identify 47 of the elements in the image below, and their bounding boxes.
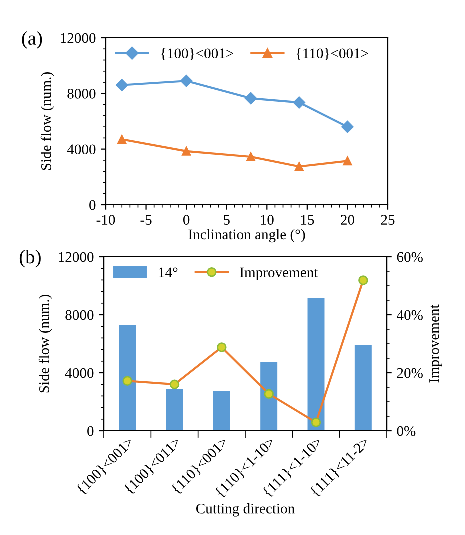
point xyxy=(118,135,127,144)
y-tick-label: 8000 xyxy=(68,89,96,99)
point xyxy=(244,92,258,105)
chart-title: (a) xyxy=(22,31,42,49)
y-tick-label: 0 xyxy=(88,426,94,436)
y-axis-title: Side flow (num.) xyxy=(40,72,54,170)
y-tick-label: 12000 xyxy=(61,33,96,44)
x-tick-label: -5 xyxy=(140,215,152,225)
point xyxy=(116,79,128,92)
x-tick-label: -10 xyxy=(96,215,116,225)
x-tick-label: 20 xyxy=(341,215,354,225)
x-tick-label: 10 xyxy=(261,215,274,225)
y-tick-label: 4000 xyxy=(65,368,94,378)
y2-tick-label: 20% xyxy=(397,368,423,378)
x-axis-title: Inclination angle (°) xyxy=(188,229,306,243)
point xyxy=(180,75,193,88)
x-axis-title: Cutting direction xyxy=(196,504,295,517)
y2-tick-label: 60% xyxy=(397,252,423,262)
x-tick-label: 25 xyxy=(381,215,395,225)
bar xyxy=(354,345,372,431)
point xyxy=(293,96,306,109)
chart-title: (b) xyxy=(20,250,41,268)
point xyxy=(294,162,304,172)
legend-label: Improvement xyxy=(240,268,318,281)
y2-axis-title: Improvement xyxy=(430,304,442,383)
y2-tick-label: 0% xyxy=(397,426,416,436)
y-tick-label: 12000 xyxy=(59,252,94,262)
point xyxy=(182,146,192,156)
bar xyxy=(213,391,230,431)
y-axis-title: Side flow (num.) xyxy=(38,295,52,393)
legend-label: 14° xyxy=(159,268,178,278)
bar xyxy=(260,362,278,431)
legend-label: {110}<001> xyxy=(296,48,368,60)
point xyxy=(246,152,256,162)
y-tick-label: 4000 xyxy=(67,144,96,155)
bar xyxy=(308,298,325,431)
bar xyxy=(119,325,136,431)
y2-tick-label: 40% xyxy=(397,310,423,320)
y-tick-label: 0 xyxy=(90,200,96,210)
x-tick-label: 15 xyxy=(301,215,314,225)
legend-label: {100}<001> xyxy=(161,48,234,60)
point xyxy=(342,120,354,134)
point xyxy=(343,156,352,166)
bar xyxy=(166,388,184,431)
x-tick-label: 0 xyxy=(183,215,190,225)
x-tick-label: 5 xyxy=(224,215,230,225)
y-tick-label: 8000 xyxy=(66,310,94,320)
